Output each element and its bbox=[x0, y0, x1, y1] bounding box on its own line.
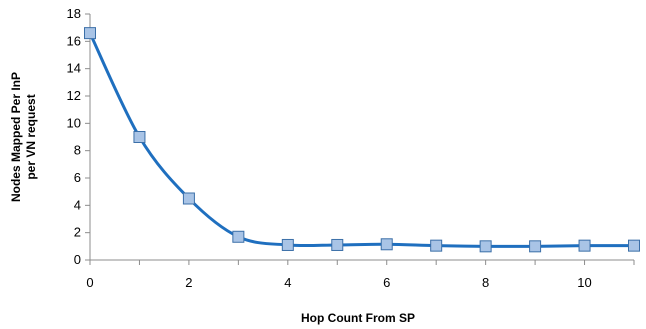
x-tick-label: 6 bbox=[383, 275, 390, 290]
x-tick-label: 0 bbox=[86, 275, 93, 290]
data-point-marker bbox=[182, 192, 195, 205]
data-point-marker bbox=[281, 238, 294, 251]
y-axis-title-line-2: per VN request bbox=[24, 94, 38, 179]
data-point-marker bbox=[430, 239, 443, 252]
data-point-marker bbox=[380, 238, 393, 251]
y-tick-label: 8 bbox=[74, 143, 81, 158]
y-axis-title-line-1: Nodes Mapped Per InP bbox=[9, 72, 23, 202]
data-point-marker bbox=[578, 239, 591, 252]
data-point-marker bbox=[133, 131, 146, 143]
y-tick-label: 6 bbox=[74, 170, 81, 185]
x-tick-label: 10 bbox=[577, 275, 591, 290]
data-point-marker bbox=[84, 27, 96, 40]
y-tick-label: 10 bbox=[67, 115, 81, 130]
y-tick-label: 12 bbox=[67, 88, 81, 103]
y-tick-label: 0 bbox=[74, 252, 81, 267]
y-tick-label: 2 bbox=[74, 225, 81, 240]
series-group bbox=[84, 27, 640, 253]
x-tick-label: 4 bbox=[284, 275, 291, 290]
data-point-marker bbox=[232, 230, 245, 243]
x-axis-title: Hop Count From SP bbox=[301, 311, 415, 325]
x-tick-label: 2 bbox=[185, 275, 192, 290]
series-line bbox=[88, 32, 635, 248]
y-tick-label: 14 bbox=[67, 61, 81, 76]
x-axis-ticks: 0 2 4 6 8 10 bbox=[86, 260, 635, 290]
data-point-marker bbox=[479, 240, 492, 253]
data-point-marker bbox=[331, 238, 344, 251]
y-tick-label: 16 bbox=[67, 33, 81, 48]
data-point-marker bbox=[628, 239, 640, 252]
y-tick-label: 18 bbox=[67, 6, 81, 21]
data-point-marker bbox=[529, 240, 542, 253]
y-tick-label: 4 bbox=[74, 197, 81, 212]
axes bbox=[89, 14, 634, 261]
x-tick-label: 8 bbox=[482, 275, 489, 290]
y-axis-ticks: 0 2 4 6 8 10 12 14 16 18 bbox=[67, 6, 90, 267]
